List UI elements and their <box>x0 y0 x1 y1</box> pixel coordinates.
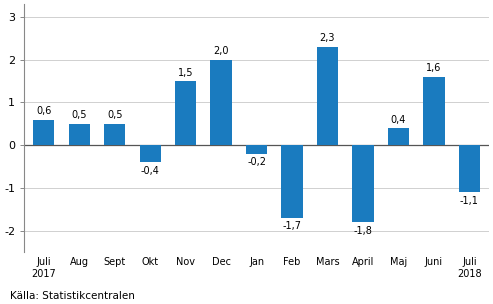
Bar <box>140 145 161 162</box>
Text: Källa: Statistikcentralen: Källa: Statistikcentralen <box>10 291 135 301</box>
Bar <box>246 145 267 154</box>
Text: -1,8: -1,8 <box>353 226 372 236</box>
Text: 2,0: 2,0 <box>213 46 229 56</box>
Text: -0,2: -0,2 <box>247 157 266 167</box>
Text: 0,6: 0,6 <box>36 106 51 116</box>
Text: 0,5: 0,5 <box>107 110 122 120</box>
Bar <box>423 77 445 145</box>
Bar <box>33 119 54 145</box>
Bar <box>352 145 374 222</box>
Bar <box>104 124 125 145</box>
Text: -1,1: -1,1 <box>460 196 479 206</box>
Text: 1,5: 1,5 <box>178 68 193 78</box>
Text: 0,5: 0,5 <box>71 110 87 120</box>
Bar <box>282 145 303 218</box>
Bar <box>458 145 480 192</box>
Text: -1,7: -1,7 <box>282 221 302 231</box>
Text: 0,4: 0,4 <box>391 115 406 125</box>
Text: 1,6: 1,6 <box>426 64 442 73</box>
Text: 2,3: 2,3 <box>320 33 335 43</box>
Text: -0,4: -0,4 <box>141 166 160 176</box>
Bar <box>175 81 196 145</box>
Bar <box>69 124 90 145</box>
Bar <box>388 128 409 145</box>
Bar <box>211 60 232 145</box>
Bar <box>317 47 338 145</box>
